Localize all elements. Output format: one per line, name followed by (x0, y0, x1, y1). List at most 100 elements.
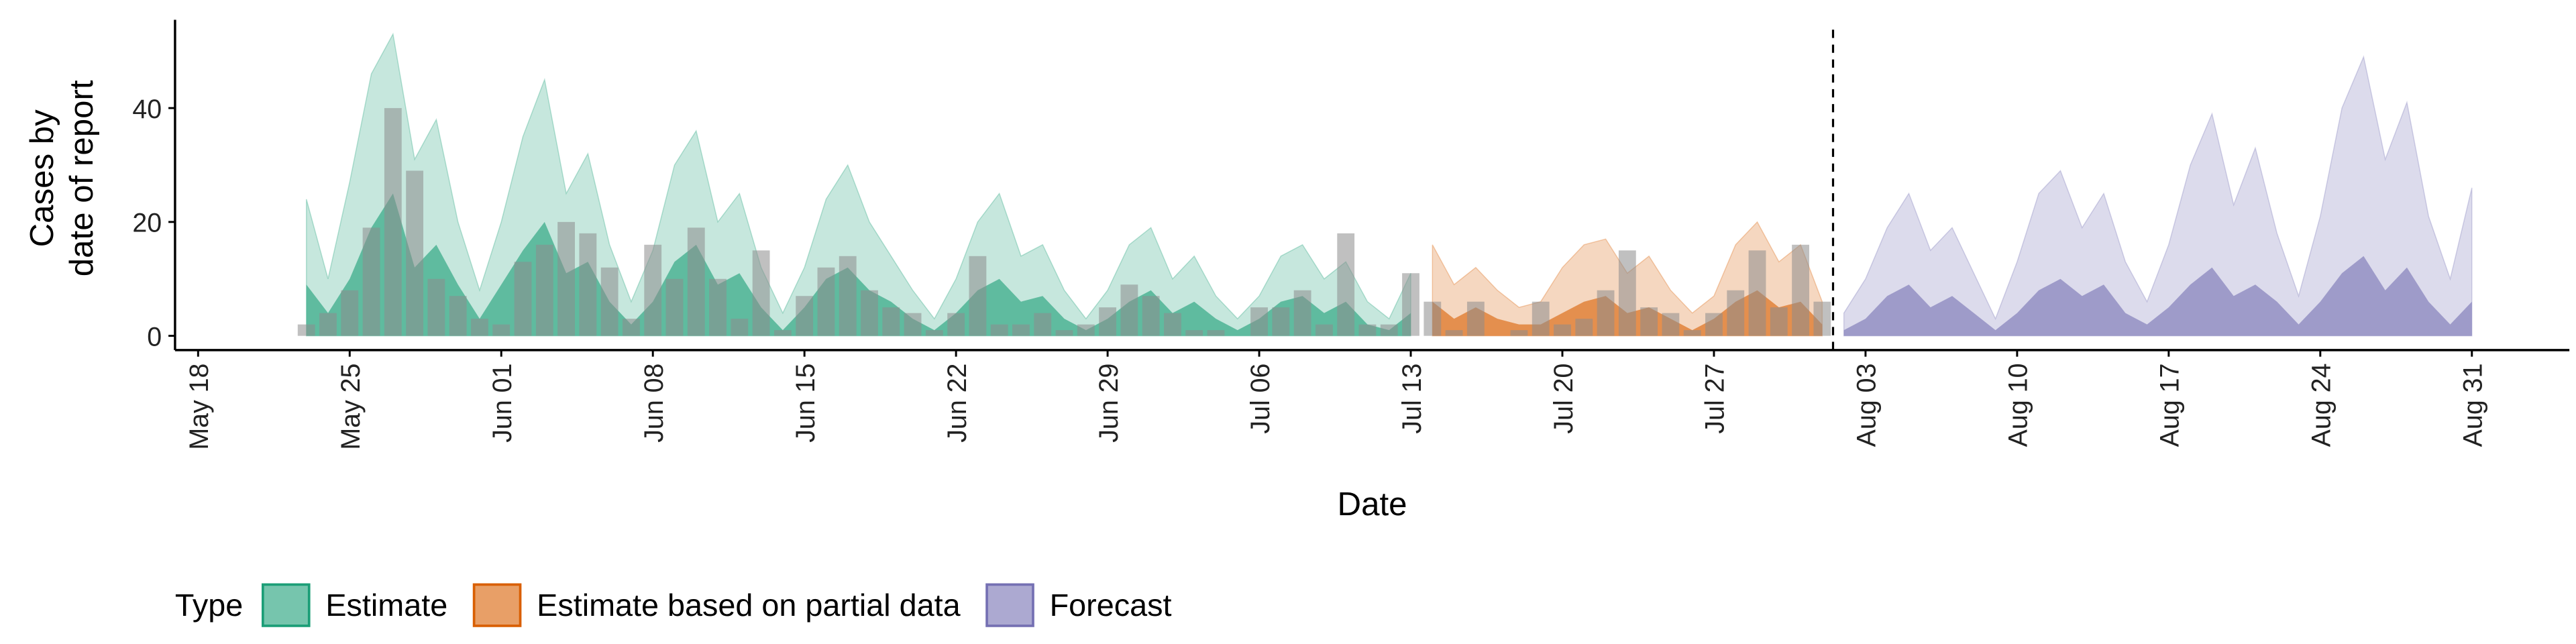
x-axis-title: Date (1338, 486, 1407, 523)
y-axis-title-line: Cases by (23, 109, 60, 248)
inner-ribbon (1843, 256, 2472, 336)
legend-label: Forecast (1050, 588, 1172, 623)
bar (1077, 324, 1095, 336)
legend-label: Estimate (325, 588, 447, 623)
bar (1099, 307, 1117, 336)
bar (1315, 324, 1333, 336)
bar (1813, 301, 1831, 336)
bar (1683, 330, 1701, 336)
bar (1640, 307, 1658, 336)
bar (644, 244, 662, 336)
outer-ribbon (1843, 55, 2473, 337)
bar (1510, 330, 1528, 336)
bar (557, 221, 575, 336)
x-tick-label: Aug 17 (2155, 364, 2185, 447)
bar (817, 267, 835, 336)
x-tick-label: Jul 20 (1549, 364, 1578, 434)
bar (796, 296, 814, 336)
bar (904, 313, 922, 336)
x-tick-label: Jun 15 (791, 364, 820, 443)
bar (1597, 290, 1615, 336)
bar (535, 244, 553, 336)
bar (427, 278, 445, 336)
bar (1142, 296, 1160, 336)
y-tick-label: 0 (147, 322, 162, 352)
bar (406, 170, 424, 336)
bar (384, 108, 402, 336)
bar (1185, 330, 1203, 336)
bar (1554, 324, 1571, 336)
bar (773, 330, 792, 336)
legend-label: Estimate based on partial data (537, 588, 961, 623)
bar (1250, 307, 1268, 336)
bar (1272, 307, 1290, 336)
bar (341, 290, 359, 336)
bar (1445, 330, 1463, 336)
x-tick-label: Jun 29 (1094, 364, 1124, 443)
bar (1402, 273, 1419, 336)
bar (1792, 244, 1809, 336)
x-tick-label: Aug 31 (2459, 364, 2488, 447)
x-tick-label: May 18 (184, 364, 214, 450)
y-axis-title: Cases by date of report (23, 80, 100, 276)
bar (1618, 250, 1636, 336)
y-axis-title-line: date of report (63, 80, 100, 276)
bar (1380, 324, 1398, 336)
bar (990, 324, 1008, 336)
bar (709, 278, 727, 336)
x-tick-label: Jul 27 (1701, 364, 1730, 434)
bar (600, 267, 619, 336)
bar (579, 233, 597, 336)
bar (687, 227, 705, 336)
x-tick-label: Jun 08 (639, 364, 669, 443)
bar (861, 290, 878, 336)
bar (1727, 290, 1745, 336)
bar (1034, 313, 1052, 336)
bar (471, 319, 488, 336)
bar (1424, 301, 1442, 336)
bar (1662, 313, 1680, 336)
bar (297, 324, 315, 336)
bar (1705, 313, 1723, 336)
bar (1575, 319, 1593, 336)
bar (1164, 313, 1181, 336)
x-tick-label: Jun 01 (488, 364, 517, 443)
bar (1055, 330, 1073, 336)
bar (882, 307, 900, 336)
legend-key (985, 583, 1034, 627)
bar (1012, 324, 1030, 336)
x-tick-label: Jul 13 (1397, 364, 1427, 434)
x-tick-label: May 25 (336, 364, 366, 450)
bar (731, 319, 749, 336)
bar (449, 296, 467, 336)
bar (362, 227, 380, 336)
x-tick-label: Aug 24 (2307, 364, 2337, 447)
bar (839, 256, 857, 336)
x-tick-label: Aug 10 (2004, 364, 2033, 447)
bar (1120, 284, 1138, 336)
bar (925, 330, 943, 336)
bar (623, 319, 640, 336)
legend-key (472, 583, 522, 627)
bar (969, 256, 987, 336)
bar (1207, 330, 1225, 336)
bar (492, 324, 511, 336)
bar (1532, 301, 1550, 336)
bar (1466, 301, 1485, 336)
bar (665, 278, 684, 336)
y-tick-label: 20 (132, 209, 162, 238)
bar (514, 262, 532, 336)
legend-key (261, 583, 311, 627)
bar (1770, 307, 1788, 336)
legend-title: Type (175, 588, 243, 623)
x-tick-label: Jul 06 (1246, 364, 1275, 434)
bar (1748, 250, 1766, 336)
bar (752, 250, 770, 336)
x-tick-label: Jun 22 (943, 364, 972, 443)
bar (1358, 324, 1377, 336)
bar (1337, 233, 1355, 336)
y-tick-label: 40 (132, 95, 162, 124)
x-tick-label: Aug 03 (1852, 364, 1882, 447)
